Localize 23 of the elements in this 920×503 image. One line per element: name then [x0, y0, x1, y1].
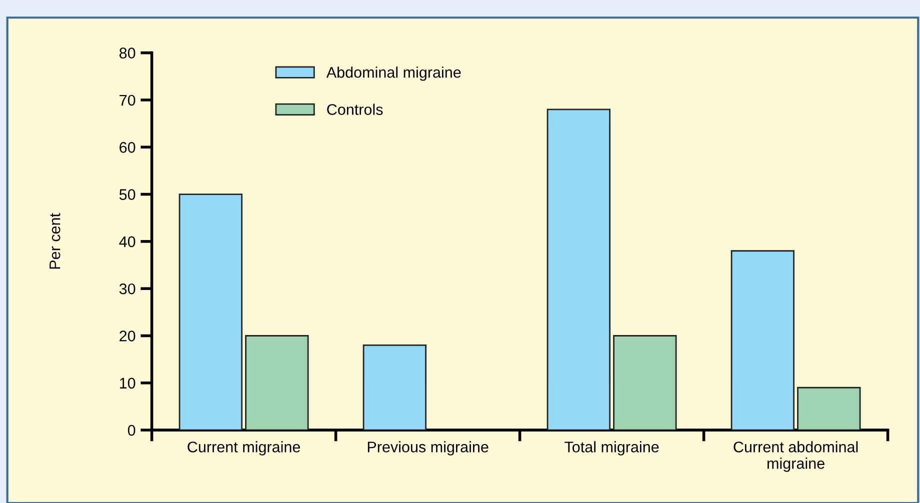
- x-tick-label: Previous migraine: [368, 441, 488, 456]
- y-tick-label: 50: [119, 189, 136, 200]
- bar: [178, 194, 243, 430]
- legend-label: Controls: [327, 104, 383, 115]
- x-tick-label: Current migraine: [188, 441, 300, 456]
- bar: [730, 250, 795, 430]
- bar: [362, 344, 427, 430]
- bar: [613, 335, 677, 430]
- bar: [797, 386, 861, 430]
- y-tick-label: 0: [128, 424, 136, 436]
- y-tick-label: 60: [120, 142, 136, 153]
- y-tick-label: 70: [120, 94, 136, 106]
- y-tick-label: 80: [120, 48, 136, 58]
- x-tick-label: Total migraine: [564, 441, 659, 456]
- y-axis-title: Per cent: [50, 213, 60, 269]
- legend-label: Abdominal migraine: [326, 66, 461, 81]
- y-tick-label: 20: [120, 330, 136, 342]
- bar: [546, 108, 611, 430]
- bar: [245, 335, 309, 430]
- y-tick-label: 30: [119, 283, 136, 294]
- x-tick-label: Current abdominal migraine: [734, 441, 858, 472]
- y-tick-label: 40: [119, 236, 136, 248]
- y-tick-label: 10: [120, 378, 136, 389]
